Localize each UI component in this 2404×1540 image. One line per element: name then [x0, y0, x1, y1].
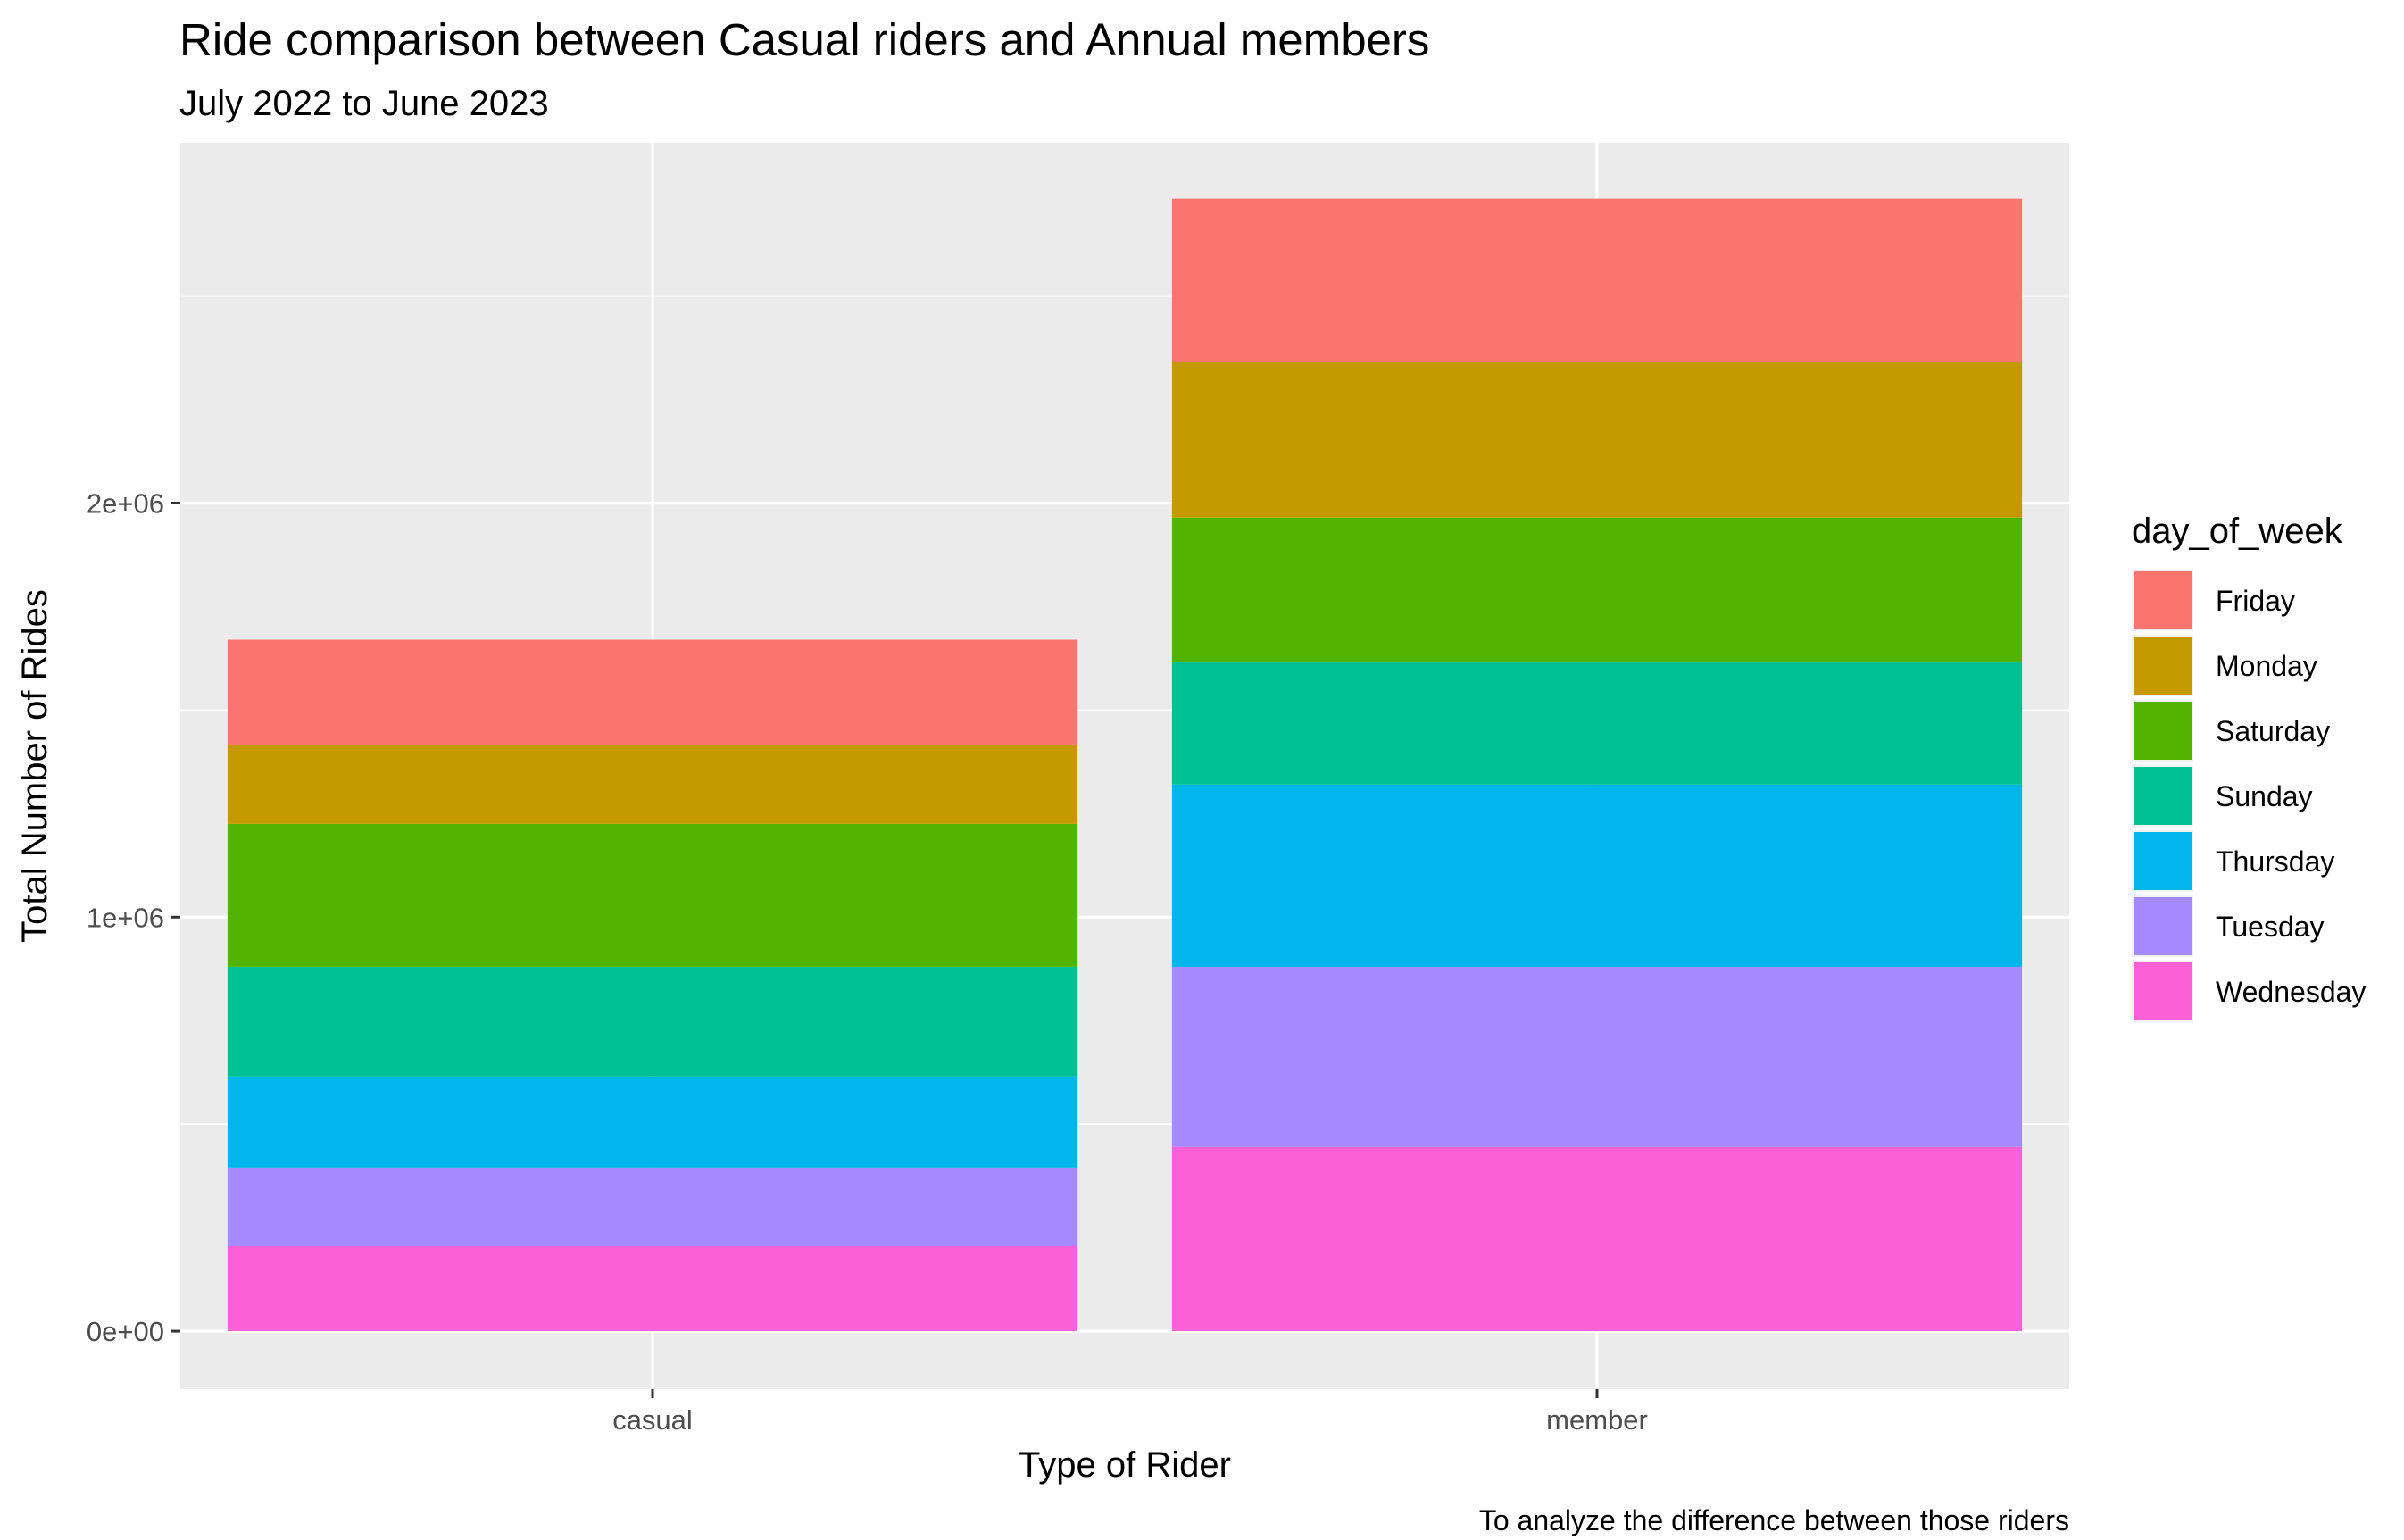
bar-segment-member-sunday	[1171, 662, 2023, 785]
x-tick-label-member: member	[1546, 1404, 1648, 1436]
x-axis: casual member	[612, 1389, 1648, 1436]
bar-segment-member-tuesday	[1171, 966, 2023, 1147]
legend-label-tuesday: Tuesday	[2216, 911, 2325, 943]
legend-swatch-tuesday	[2134, 897, 2192, 955]
bar-segment-casual-saturday	[227, 823, 1078, 967]
y-tick-label: 1e+06	[87, 902, 164, 933]
bars	[227, 198, 2023, 1332]
legend-label-wednesday: Wednesday	[2216, 976, 2366, 1008]
bar-segment-member-monday	[1171, 362, 2023, 518]
y-tick-label: 0e+00	[87, 1316, 164, 1347]
bar-segment-member-friday	[1171, 198, 2023, 362]
y-tick-label: 2e+06	[87, 487, 164, 519]
legend: Friday Monday Saturday Sunday Thursday Tuesda…	[2132, 570, 2366, 1022]
bar-segment-casual-tuesday	[227, 1167, 1078, 1246]
bar-segment-member-thursday	[1171, 784, 2023, 967]
legend-swatch-saturday	[2134, 702, 2192, 760]
x-tick-label-casual: casual	[612, 1404, 693, 1436]
legend-label-friday: Friday	[2216, 585, 2295, 617]
legend-swatch-thursday	[2134, 832, 2192, 890]
bar-segment-casual-sunday	[227, 966, 1078, 1077]
chart-subtitle: July 2022 to June 2023	[179, 84, 549, 123]
chart-caption: To analyze the difference between those …	[1479, 1504, 2069, 1536]
bar-segment-casual-monday	[227, 745, 1078, 824]
legend-swatch-monday	[2134, 637, 2192, 695]
legend-swatch-sunday	[2134, 767, 2192, 825]
bar-segment-casual-friday	[227, 639, 1078, 745]
legend-label-monday: Monday	[2216, 650, 2317, 682]
legend-swatch-wednesday	[2134, 962, 2192, 1020]
y-axis: 0e+00 1e+06 2e+06	[87, 487, 180, 1347]
bar-segment-casual-wednesday	[227, 1245, 1078, 1332]
legend-title: day_of_week	[2132, 512, 2343, 551]
legend-label-sunday: Sunday	[2216, 780, 2313, 812]
legend-label-saturday: Saturday	[2216, 715, 2330, 747]
legend-label-thursday: Thursday	[2216, 845, 2334, 878]
x-axis-title: Type of Rider	[1019, 1445, 1231, 1485]
y-axis-title: Total Number of Rides	[15, 589, 54, 943]
bar-segment-casual-thursday	[227, 1076, 1078, 1168]
legend-swatch-friday	[2134, 571, 2192, 629]
bar-segment-member-wednesday	[1171, 1146, 2023, 1332]
bar-segment-member-saturday	[1171, 517, 2023, 663]
chart-title: Ride comparison between Casual riders an…	[179, 14, 1429, 65]
